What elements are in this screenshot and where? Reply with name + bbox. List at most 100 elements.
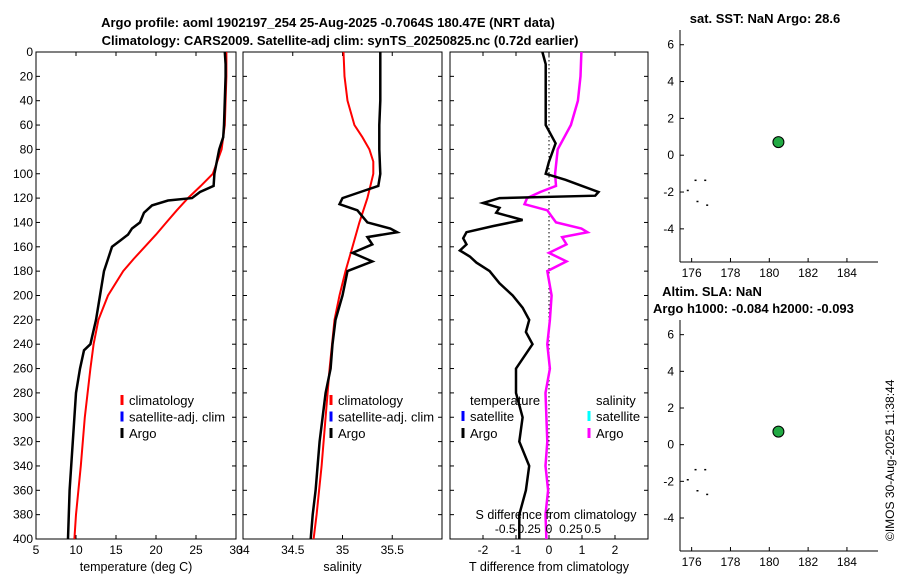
sla_map-land-speck [704, 468, 707, 471]
salinity-climatology-line [312, 51, 375, 540]
difference-salinity-argo-line [522, 51, 591, 540]
salinity-legend-label: climatology [338, 393, 404, 408]
sst_map-ytick-label: 4 [667, 75, 674, 89]
sla_map-xtick-label: 180 [759, 555, 779, 569]
temperature-ytick-label: 100 [13, 167, 33, 181]
sla_map-land-speck [686, 479, 689, 481]
difference-xtick-label: 2 [612, 543, 619, 557]
temperature-ytick-label: 140 [13, 215, 33, 229]
temperature-ytick-label: 200 [13, 289, 33, 303]
temperature-ytick-label: 340 [13, 459, 33, 473]
difference-xtick-label: 0 [546, 543, 553, 557]
sst_map-ytick-label: -2 [663, 185, 674, 199]
temperature-xtick-label: 20 [149, 543, 163, 557]
sla_map-ytick-label: 0 [667, 438, 674, 452]
temperature-ytick-label: 120 [13, 191, 33, 205]
salinity-xtick-label: 34.5 [281, 543, 305, 557]
difference-legend-label: Argo [596, 426, 623, 441]
sst_map-ytick-label: 6 [667, 38, 674, 52]
sst_map-land-speck [706, 204, 709, 206]
sst_map-ytick-label: -4 [663, 222, 674, 236]
sla_map-land-speck [706, 493, 709, 496]
temperature-ytick-label: 380 [13, 508, 33, 522]
temperature-axes-box [35, 51, 237, 540]
sst_map-xtick-label: 176 [682, 266, 702, 280]
difference-legend-label: Argo [470, 426, 497, 441]
temperature-xtick-label: 10 [69, 543, 83, 557]
temperature-ytick-label: 240 [13, 337, 33, 351]
difference-temperature-argo-line [457, 51, 601, 539]
sla_map-ytick-label: 6 [667, 328, 674, 342]
temperature-xtick-label: 5 [33, 543, 40, 557]
sla_map-land-speck [696, 490, 699, 492]
temperature-ytick-label: 400 [13, 532, 33, 546]
title-line-1: Argo profile: aoml 1902197_254 25-Aug-20… [101, 15, 555, 30]
sla-map-title: Altim. SLA: NaN [662, 284, 762, 299]
sst_map-land-speck [704, 179, 707, 182]
difference-legend-label: satellite [470, 409, 514, 424]
sla_map-ytick-label: 2 [667, 401, 674, 415]
temperature-ytick-label: 160 [13, 240, 33, 254]
temperature-xlabel: temperature (deg C) [80, 560, 193, 574]
difference-xtick-label: -1 [511, 543, 522, 557]
salinity-xtick-label: 35 [336, 543, 350, 557]
salinity-xtick-label: 34 [236, 543, 250, 557]
sla-map-subtitle: Argo h1000: -0.084 h2000: -0.093 [653, 301, 854, 316]
temperature-legend-label: climatology [129, 393, 195, 408]
temperature-argo-line [66, 51, 227, 540]
salinity-legend-label: Argo [338, 426, 365, 441]
difference-xtick-label: -2 [478, 543, 489, 557]
sst_map-land-speck [694, 179, 697, 182]
difference-xlabel-top: S difference from climatology [476, 508, 638, 522]
title-line-2: Climatology: CARS2009. Satellite-adj cli… [102, 33, 579, 48]
sla_map-xtick-label: 182 [798, 555, 818, 569]
sst_map-xtick-label: 178 [720, 266, 740, 280]
sst_map-xtick-label: 180 [759, 266, 779, 280]
difference-legend-title-temperature: temperature [470, 393, 540, 408]
difference-legend-title-salinity: salinity [596, 393, 636, 408]
sla_map-ytick-label: 4 [667, 364, 674, 378]
temperature-ytick-label: 320 [13, 435, 33, 449]
temperature-ytick-label: 60 [20, 118, 34, 132]
difference-xtick-label: 1 [579, 543, 586, 557]
temperature-ytick-label: 220 [13, 313, 33, 327]
plots-layer: 0204060801001201401601802002202402602803… [13, 11, 878, 574]
temperature-legend-label: satellite-adj. clim [129, 410, 225, 425]
timestamp-label: ©IMOS 30-Aug-2025 11:38:44 [883, 379, 897, 541]
temperature-xtick-label: 30 [229, 543, 243, 557]
temperature-ytick-label: 260 [13, 362, 33, 376]
difference-top-tick-label: 0.25 [559, 522, 583, 536]
sla_map-xtick-label: 178 [720, 555, 740, 569]
temperature-ytick-label: 180 [13, 264, 33, 278]
temperature-xtick-label: 25 [189, 543, 203, 557]
sst_map-xtick-label: 182 [798, 266, 818, 280]
sst_map-argo-position-marker [772, 136, 785, 149]
temperature-ytick-label: 280 [13, 386, 33, 400]
difference-top-tick-label: -0.5 [495, 522, 516, 536]
sst_map-xtick-label: 184 [837, 266, 857, 280]
difference-top-tick-label: 0.5 [584, 522, 601, 536]
sst_map-ytick-label: 2 [667, 111, 674, 125]
difference-xlabel: T difference from climatology [469, 560, 630, 574]
temperature-ytick-label: 80 [20, 142, 34, 156]
temperature-ytick-label: 20 [20, 69, 34, 83]
sla_map-ytick-label: -2 [663, 474, 674, 488]
sst_map-land-speck [696, 200, 699, 203]
sla_map-ytick-label: -4 [663, 511, 674, 525]
salinity-legend-label: satellite-adj. clim [338, 410, 434, 425]
sst_map-ytick-label: 0 [667, 148, 674, 162]
temperature-xtick-label: 15 [109, 543, 123, 557]
temperature-ytick-label: 0 [26, 45, 33, 59]
sla_map-xtick-label: 176 [682, 555, 702, 569]
temperature-ytick-label: 360 [13, 483, 33, 497]
salinity-xlabel: salinity [323, 560, 362, 574]
salinity-xtick-label: 35.5 [381, 543, 405, 557]
difference-top-tick-label: -0.25 [513, 522, 541, 536]
difference-top-tick-label: 0 [546, 522, 553, 536]
sst_map-land-speck [686, 189, 689, 192]
sla_map-xtick-label: 184 [837, 555, 857, 569]
temperature-legend-label: Argo [129, 426, 156, 441]
temperature-ytick-label: 40 [20, 94, 34, 108]
sla_map-land-speck [694, 468, 697, 471]
